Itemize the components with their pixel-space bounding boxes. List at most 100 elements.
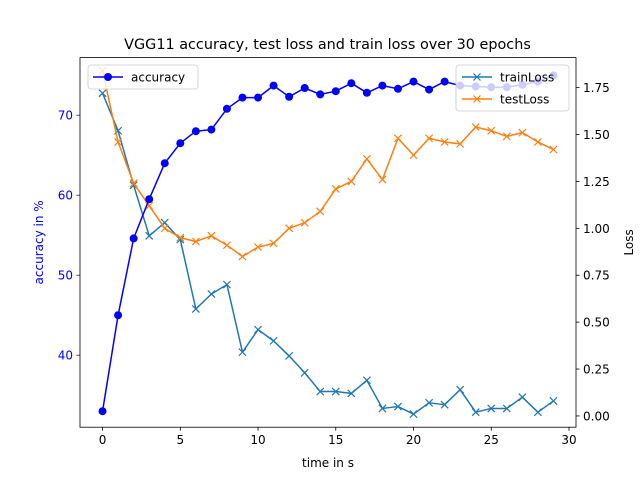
data-point-accuracy [222,104,231,113]
data-point-accuracy [238,93,247,102]
data-point-trainloss [549,396,558,405]
data-point-accuracy [362,88,371,97]
data-point-testloss [362,154,371,163]
data-point-testloss [549,145,558,154]
data-point-testloss [207,231,216,240]
data-point-trainloss [254,325,263,334]
data-point-trainloss [300,368,309,377]
data-point-accuracy [191,127,200,136]
data-point-testloss [300,218,309,227]
data-point-trainloss [502,404,511,413]
plot-area [80,57,576,428]
data-point-testloss [393,134,402,143]
data-point-accuracy [145,195,154,204]
y-right-tick-label: 1.50 [583,128,610,142]
data-point-testloss [129,179,138,188]
y-right-axis-label: Loss [622,229,636,255]
data-point-trainloss [98,89,107,98]
y-right-tick-label: 1.25 [583,175,610,189]
legend-marker-testloss [473,95,481,103]
x-tick-label: 15 [328,433,343,447]
data-point-trainloss [487,404,496,413]
x-axis-ticks: 0 5 10 15 20 25 30 [99,427,577,447]
y-right-tick-label: 0.50 [583,316,610,330]
data-point-accuracy [409,77,418,86]
data-point-accuracy [393,84,402,93]
data-point-testloss [331,184,340,193]
data-point-testloss [378,175,387,184]
data-point-accuracy [331,87,340,96]
data-point-trainloss [316,387,325,396]
y-right-tick-label: 0.25 [583,363,610,377]
y-left-tick-label: 40 [58,349,73,363]
legend-label-accuracy: accuracy [131,71,185,85]
data-point-accuracy [269,81,278,90]
data-point-testloss [347,177,356,186]
data-point-trainloss [222,280,231,289]
series-testloss [98,66,558,261]
legend-marker-trainloss [473,73,481,81]
y-right-tick-label: 1.00 [583,222,610,236]
data-point-trainloss [176,235,185,244]
data-point-trainloss [269,336,278,345]
data-point-trainloss [471,408,480,417]
data-point-trainloss [393,402,402,411]
y-left-axis-label: accuracy in % [32,200,46,284]
data-point-accuracy [425,85,434,94]
legend-label-trainloss: trainLoss [500,71,554,85]
data-point-testloss [502,132,511,141]
data-point-testloss [425,134,434,143]
series-line-testloss [101,70,554,258]
legend-loss: trainLoss testLoss [455,64,570,112]
data-point-trainloss [533,408,542,417]
data-point-testloss [316,207,325,216]
data-point-testloss [254,243,263,252]
data-point-trainloss [207,289,216,299]
data-point-trainloss [440,400,449,409]
data-point-testloss [176,233,185,242]
data-point-accuracy [378,81,387,90]
y-left-tick-label: 50 [58,269,73,283]
data-point-accuracy [440,77,449,86]
data-point-accuracy [129,234,138,243]
x-tick-label: 30 [561,433,576,447]
data-point-testloss [471,122,480,132]
data-point-testloss [285,224,294,233]
y-left-tick-label: 70 [58,109,73,123]
x-tick-label: 20 [406,433,421,447]
y-right-tick-label: 0.00 [583,409,610,423]
data-point-trainloss [285,351,294,360]
data-point-testloss [487,126,496,135]
data-point-trainloss [425,398,434,407]
data-point-testloss [518,128,527,137]
data-point-accuracy [207,125,216,134]
data-point-accuracy [160,159,169,168]
data-point-testloss [269,239,278,248]
y-right-tick-label: 1.75 [583,81,610,95]
data-point-trainloss [456,385,465,394]
y-left-tick-label: 60 [58,189,73,203]
data-point-trainloss [331,387,340,396]
data-point-accuracy [316,90,325,99]
x-tick-label: 0 [99,433,107,447]
x-tick-label: 5 [176,433,184,447]
legend-label-testloss: testLoss [500,93,549,107]
data-point-trainloss [409,410,418,419]
data-point-accuracy [176,139,185,148]
data-point-accuracy [98,407,107,416]
data-point-testloss [533,138,542,147]
data-point-trainloss [191,304,200,314]
data-point-trainloss [238,348,247,357]
x-tick-label: 10 [250,433,265,447]
data-point-trainloss [378,404,387,413]
legend-marker-accuracy [104,73,112,81]
data-point-accuracy [285,92,294,101]
legend-accuracy: accuracy [87,64,199,90]
y-right-axis-ticks: 0.00 0.25 0.50 0.75 1.00 1.25 1.50 1.75 [576,81,610,423]
data-point-accuracy [114,311,123,320]
data-point-testloss [160,224,169,233]
data-point-testloss [191,237,200,246]
data-point-testloss [238,252,247,261]
data-point-testloss [409,151,418,160]
